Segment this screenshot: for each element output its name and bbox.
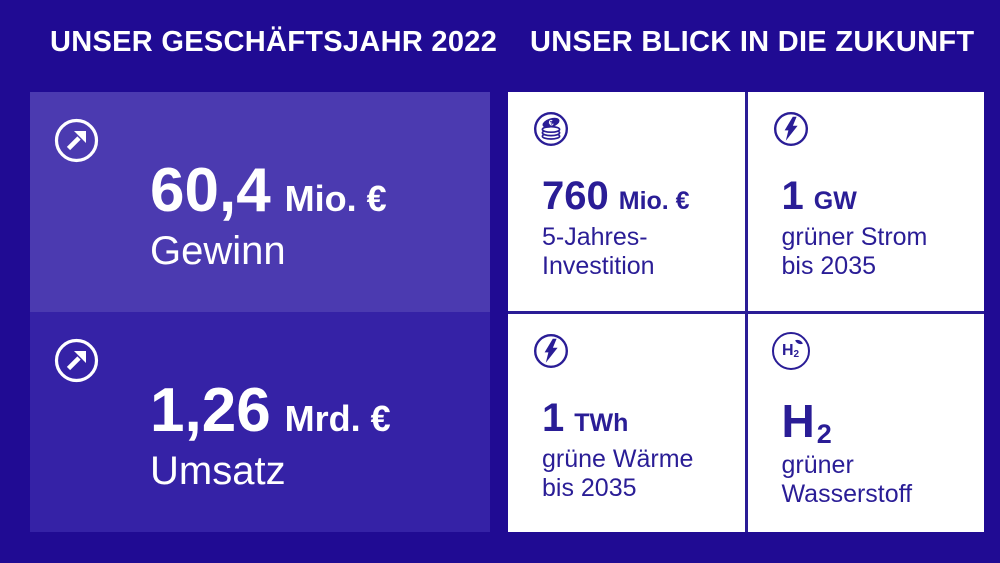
card-line: Wasserstoff [781, 479, 913, 508]
euro-glyph: € [548, 118, 556, 128]
card-line: 5-Jahres- [542, 223, 648, 251]
card-line: grüne Wärme [542, 444, 694, 473]
kpi-panel-stack: 60,4 Mio. € Gewinn 1,26 Mrd. € Umsatz [30, 92, 490, 532]
leaf-icon [794, 337, 803, 346]
lightning-icon [532, 332, 570, 370]
kpi-unit: Mrd. € [284, 398, 391, 439]
lightning-icon [772, 110, 810, 148]
kpi-value: 60,4 [150, 156, 271, 225]
right-section-header: UNSER BLICK IN DIE ZUKUNFT [530, 26, 975, 58]
future-grid: € 760 Mio. € 5-Jahres- Investition [508, 92, 984, 532]
left-section-header: UNSER GESCHÄFTSJAHR 2022 [50, 26, 498, 58]
kpi-text-block: 60,4 Mio. € Gewinn [150, 160, 387, 273]
coins-icon: € [532, 110, 570, 148]
kpi-value: 1,26 [150, 376, 271, 445]
card-unit: TWh [574, 408, 629, 437]
card-text-block: H2 grüner Wasserstoff [782, 398, 913, 509]
kpi-label: Umsatz [150, 449, 286, 493]
card-value: 760 [542, 174, 609, 218]
card-text-block: 760 Mio. € 5-Jahres- Investition [542, 176, 690, 281]
card-text-block: 1 TWh grüne Wärme bis 2035 [542, 398, 693, 503]
card-text-block: 1 GW grüner Strom bis 2035 [782, 176, 928, 281]
card-value: 1 [542, 395, 565, 440]
card-line: grüner [781, 450, 854, 479]
card-unit: GW [813, 187, 857, 215]
card-investment: € 760 Mio. € 5-Jahres- Investition [508, 92, 745, 311]
hydrogen-icon: H 2 [771, 331, 810, 370]
kpi-label: Gewinn [150, 229, 286, 273]
card-green-heat: 1 TWh grüne Wärme bis 2035 [508, 313, 745, 532]
card-line: Investition [542, 252, 655, 280]
card-value: H [781, 394, 815, 447]
card-value: 1 [781, 174, 804, 218]
kpi-panel-gewinn: 60,4 Mio. € Gewinn [30, 92, 490, 312]
card-green-hydrogen: H 2 H2 grüner Wasserstoff [747, 313, 984, 532]
arrow-up-right-icon [54, 338, 99, 383]
kpi-unit: Mio. € [284, 178, 387, 219]
arrow-up-right-icon [54, 118, 99, 163]
card-unit: Mio. € [618, 187, 690, 215]
card-line: grüner Strom [781, 223, 928, 251]
card-line: bis 2035 [781, 252, 877, 280]
kpi-text-block: 1,26 Mrd. € Umsatz [150, 380, 391, 493]
card-line: bis 2035 [542, 473, 637, 502]
hydrogen-icon-h: H [781, 341, 794, 359]
card-value-subscript: 2 [816, 418, 832, 449]
hydrogen-icon-sub: 2 [793, 348, 800, 360]
card-green-power: 1 GW grüner Strom bis 2035 [747, 92, 984, 311]
kpi-panel-umsatz: 1,26 Mrd. € Umsatz [30, 312, 490, 532]
